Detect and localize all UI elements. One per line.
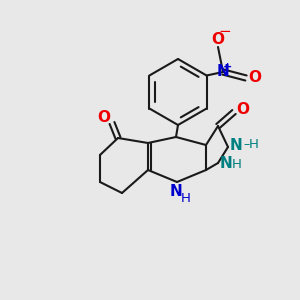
Text: N: N bbox=[217, 64, 230, 80]
Text: −: − bbox=[219, 25, 231, 40]
Text: N: N bbox=[220, 157, 232, 172]
Text: –: – bbox=[244, 139, 250, 152]
Text: H: H bbox=[249, 139, 259, 152]
Text: O: O bbox=[98, 110, 110, 124]
Text: N: N bbox=[169, 184, 182, 200]
Text: O: O bbox=[248, 70, 262, 86]
Text: H: H bbox=[181, 191, 191, 205]
Text: +: + bbox=[224, 62, 232, 72]
Text: H: H bbox=[232, 158, 242, 170]
Text: O: O bbox=[212, 32, 224, 46]
Text: O: O bbox=[236, 101, 250, 116]
Text: N: N bbox=[230, 137, 242, 152]
